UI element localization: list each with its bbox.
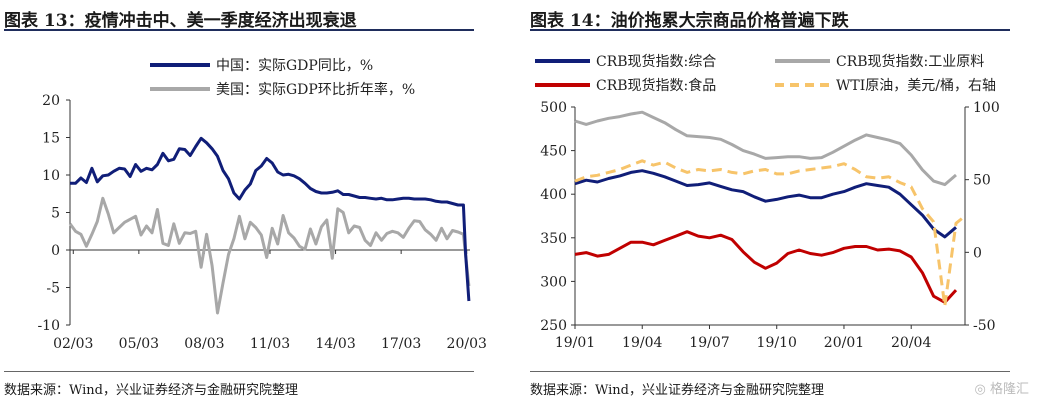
y-tick-label: 0 <box>51 243 60 259</box>
right-bottom-rule <box>530 371 1010 372</box>
legend-label: 美国：实际GDP环比折年率，% <box>216 81 415 98</box>
series-line-crb-food <box>574 230 958 304</box>
y-tick-label: 15 <box>42 131 60 147</box>
y-tick-label: 5 <box>51 206 60 222</box>
legend-label: CRB现货指数:综合 <box>596 53 716 70</box>
y-tick-label: 20 <box>42 93 60 109</box>
legend-label: 中国：实际GDP同比，% <box>216 58 373 74</box>
left-title-rule <box>4 29 474 31</box>
y-tick-label: -10 <box>37 318 60 334</box>
right-y-tick-label: -50 <box>973 318 996 334</box>
x-tick-label: 02/03 <box>53 336 93 352</box>
right-chart-source: 数据来源：Wind，兴业证券经济与金融研究院整理 <box>530 383 824 398</box>
left-chart-title: 图表 13：疫情冲击中、美一季度经济出现衰退 <box>4 11 357 31</box>
right-y-tick-label: 100 <box>973 100 1000 116</box>
series-line-us-gdp <box>68 196 471 315</box>
right-chart-title: 图表 14：油价拖累大宗商品价格普遍下跌 <box>530 11 849 31</box>
left-chart: 20 15 10 5 0 -5 -10 02/03 05/03 08/03 11/03 14/03 17… <box>37 58 487 352</box>
left-y-tick-label: 250 <box>540 318 567 334</box>
left-y-tick-label: 500 <box>540 100 567 116</box>
right-y-tick-label: 50 <box>973 173 991 189</box>
x-tick-label: 05/03 <box>119 336 159 352</box>
left-chart-source: 数据来源：Wind，兴业证券经济与金融研究院整理 <box>4 383 298 398</box>
left-bottom-rule <box>4 371 474 372</box>
watermark-icon: ◎ <box>974 382 986 397</box>
legend-label: WTI原油，美元/桶，右轴 <box>836 78 996 94</box>
series-line-china-gdp <box>70 136 471 302</box>
left-y-tick-label: 400 <box>540 187 567 203</box>
legend-label: CRB现货指数:食品 <box>596 77 716 94</box>
right-y-tick-label: 0 <box>973 245 982 261</box>
series-line-crb-composite <box>574 169 957 239</box>
left-y-tick-label: 450 <box>540 144 567 160</box>
x-tick-label: 19/10 <box>757 335 797 351</box>
left-y-tick-label: 350 <box>540 231 567 247</box>
x-tick-label: 17/03 <box>381 336 421 352</box>
x-tick-label: 08/03 <box>184 336 224 352</box>
x-tick-label: 14/03 <box>315 336 355 352</box>
watermark-logo: ◎ 格隆汇 <box>975 378 1030 397</box>
left-y-tick-label: 300 <box>540 274 567 290</box>
x-tick-label: 20/01 <box>824 335 864 351</box>
x-tick-label: 11/03 <box>250 336 290 352</box>
x-tick-label: 20/03 <box>447 336 487 352</box>
right-title-rule <box>530 29 1010 31</box>
y-tick-label: 10 <box>42 168 60 184</box>
x-tick-label: 20/04 <box>891 335 931 351</box>
legend-label: CRB现货指数:工业原料 <box>836 53 984 70</box>
series-line-wti <box>574 159 966 308</box>
series-line-crb-industrial <box>574 110 957 187</box>
x-tick-label: 19/07 <box>689 335 729 351</box>
y-tick-label: -5 <box>46 281 60 297</box>
x-tick-label: 19/04 <box>622 335 662 351</box>
watermark-text: 格隆汇 <box>989 382 1029 397</box>
x-tick-label: 19/01 <box>555 335 595 351</box>
